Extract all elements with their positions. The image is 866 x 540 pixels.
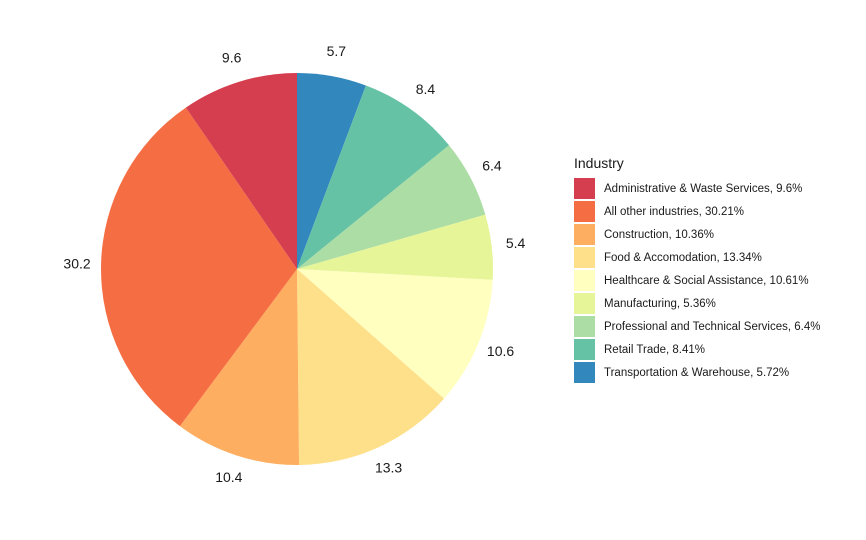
pie-slice-healthcare-and-social-assistance [297,269,493,399]
legend-title: Industry [574,155,624,171]
pie-value-label-manufacturing: 5.4 [506,235,526,251]
pie-value-label-healthcare-and-social-assistance: 10.6 [487,343,514,359]
legend-items: Administrative & Waste Services, 9.6% All… [574,177,859,384]
pie-slice-food-and-accomodation [297,269,445,465]
legend-label: Food & Accomodation, 13.34% [604,251,762,264]
pie-slice-all-other-industries [101,107,297,427]
pie-slice-transportation-and-warehouse [297,72,366,269]
legend-swatch [574,270,595,291]
legend-label: Manufacturing, 5.36% [604,297,716,310]
pie-value-label-professional-and-technical-services: 6.4 [482,158,502,174]
legend-item-construction: Construction, 10.36% [574,223,859,246]
legend-label: Construction, 10.36% [604,228,714,241]
legend-swatch [574,247,595,268]
legend-label: Retail Trade, 8.41% [604,343,706,356]
pie-slices [101,72,494,466]
legend-label: Professional and Technical Services, 6.4… [604,320,821,333]
pie-value-label-administrative-and-waste-services: 9.6 [222,50,242,66]
legend-swatch [574,224,595,245]
pie-slice-administrative-and-waste-services [185,73,297,269]
legend-item-administrative-and-waste-services: Administrative & Waste Services, 9.6% [574,177,859,200]
legend-swatch [574,316,595,337]
legend-item-professional-and-technical-services: Professional and Technical Services, 6.4… [574,315,859,338]
legend-item-healthcare-and-social-assistance: Healthcare & Social Assistance, 10.61% [574,269,859,292]
pie-slice-retail-trade [297,85,450,270]
legend-label: Healthcare & Social Assistance, 10.61% [604,274,809,287]
pie-slice-manufacturing [297,214,494,280]
legend-label: Administrative & Waste Services, 9.6% [604,182,803,195]
legend-swatch [574,362,595,383]
pie-value-label-retail-trade: 8.4 [416,81,436,97]
legend-swatch [574,178,595,199]
legend-swatch [574,293,595,314]
legend-label: All other industries, 30.21% [604,205,744,218]
legend-item-retail-trade: Retail Trade, 8.41% [574,338,859,361]
pie-value-label-transportation-and-warehouse: 5.7 [327,43,347,59]
legend-swatch [574,201,595,222]
legend: Industry Administrative & Waste Services… [574,155,859,384]
pie-slice-professional-and-technical-services [297,145,486,269]
pie-value-labels: 5.7 8.4 6.4 5.4 10.6 13.3 10.4 30.2 9.6 [63,43,525,485]
legend-label: Transportation & Warehouse, 5.72% [604,366,790,379]
legend-item-transportation-and-warehouse: Transportation & Warehouse, 5.72% [574,361,859,384]
legend-item-manufacturing: Manufacturing, 5.36% [574,292,859,315]
pie-value-label-construction: 10.4 [215,469,242,485]
legend-item-food-and-accomodation: Food & Accomodation, 13.34% [574,246,859,269]
pie-value-label-all-other-industries: 30.2 [63,256,90,272]
pie-value-label-food-and-accomodation: 13.3 [375,460,402,476]
legend-item-all-other-industries: All other industries, 30.21% [574,200,859,223]
legend-swatch [574,339,595,360]
pie-slice-construction [179,269,300,466]
